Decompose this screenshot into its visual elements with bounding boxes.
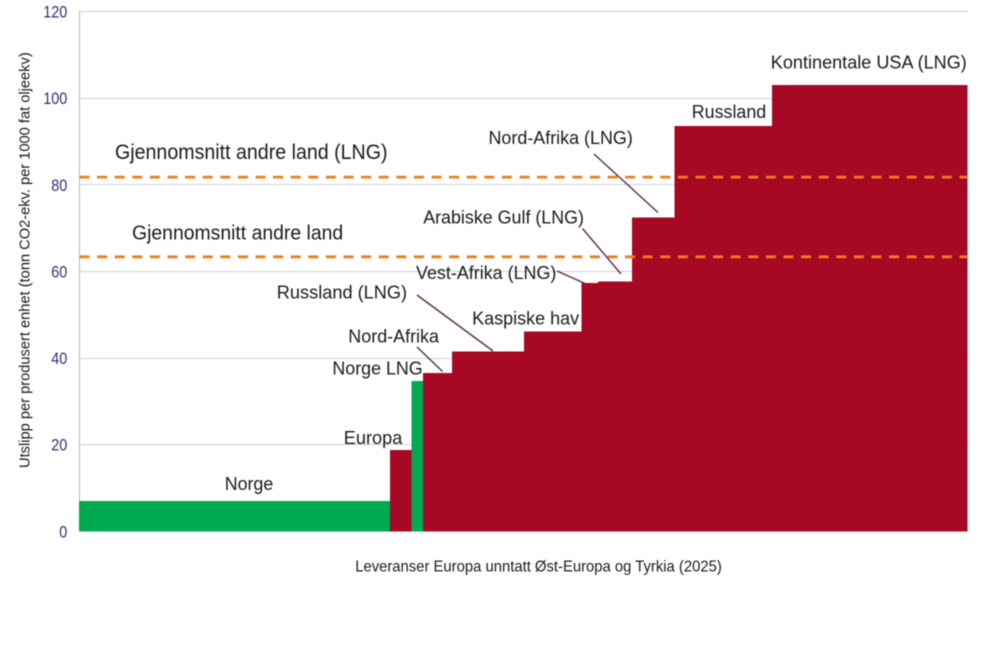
svg-text:Norge: Norge [225, 474, 274, 494]
svg-text:Nord-Afrika: Nord-Afrika [348, 327, 440, 347]
svg-text:Russland: Russland [692, 102, 766, 122]
svg-text:Arabiske Gulf (LNG): Arabiske Gulf (LNG) [423, 207, 584, 227]
svg-text:Kaspiske hav: Kaspiske hav [472, 309, 579, 329]
svg-text:60: 60 [51, 263, 67, 281]
svg-text:0: 0 [59, 523, 67, 541]
svg-text:Russland (LNG): Russland (LNG) [277, 282, 407, 302]
svg-text:80: 80 [51, 177, 67, 195]
svg-text:Norge LNG: Norge LNG [332, 359, 422, 379]
svg-text:120: 120 [43, 3, 67, 21]
svg-text:Europa: Europa [344, 428, 403, 448]
svg-text:Leveranser Europa unntatt Øst-: Leveranser Europa unntatt Øst-Europa og … [355, 558, 722, 576]
svg-text:Gjennomsnitt andre land (LNG): Gjennomsnitt andre land (LNG) [115, 141, 388, 164]
svg-text:Vest-Afrika (LNG): Vest-Afrika (LNG) [416, 263, 556, 283]
svg-text:20: 20 [51, 437, 67, 455]
svg-text:Utslipp per produsert enhet (t: Utslipp per produsert enhet (tonn CO2-ek… [17, 52, 34, 468]
svg-text:40: 40 [51, 350, 67, 368]
svg-text:Gjennomsnitt andre land: Gjennomsnitt andre land [132, 223, 343, 245]
svg-text:100: 100 [43, 90, 67, 108]
svg-text:Nord-Afrika (LNG): Nord-Afrika (LNG) [489, 128, 633, 148]
svg-text:Kontinentale USA (LNG): Kontinentale USA (LNG) [771, 53, 967, 73]
